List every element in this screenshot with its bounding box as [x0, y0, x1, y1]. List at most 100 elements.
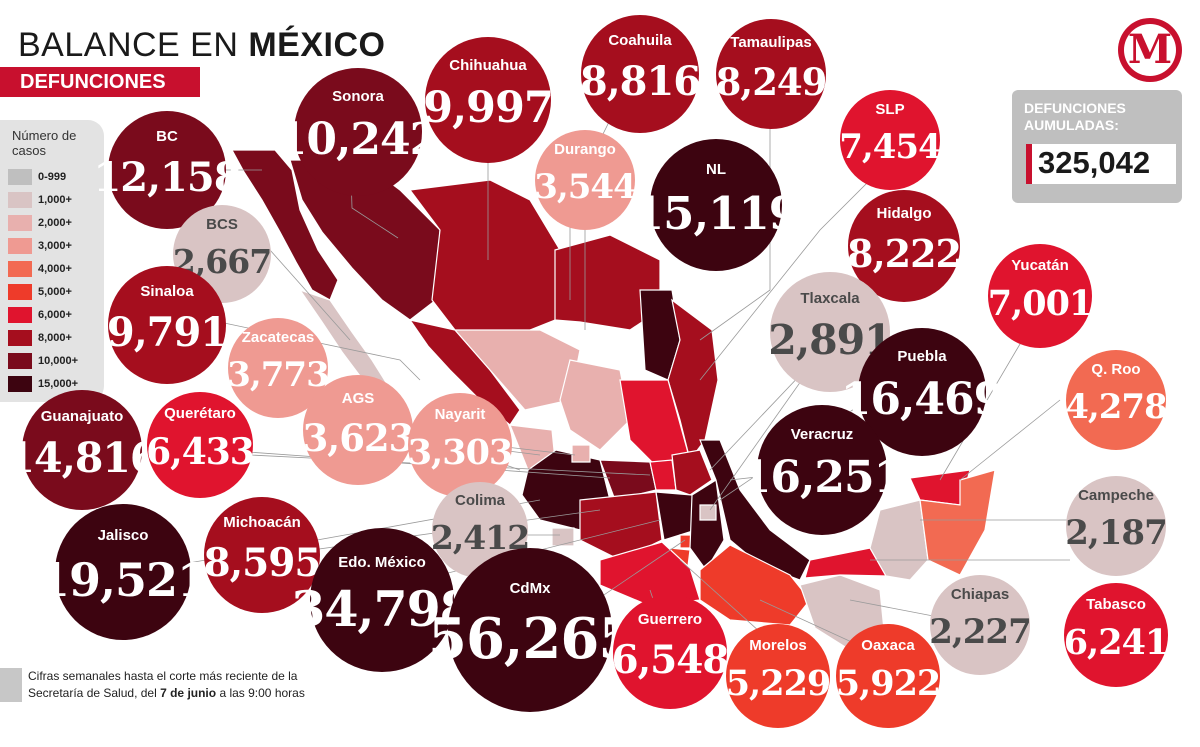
state-value: 16,251 — [740, 452, 904, 503]
state-name: Sonora — [332, 88, 384, 105]
legend-swatch — [8, 261, 32, 277]
state-name: NL — [706, 161, 726, 178]
state-value: 3,303 — [407, 432, 514, 473]
state-value: 6,548 — [611, 637, 729, 683]
page-subtitle: DEFUNCIONES — [0, 67, 200, 97]
state-name: Guanajuato — [40, 408, 124, 425]
map-colima — [551, 527, 575, 547]
state-value: 4,278 — [1065, 387, 1167, 427]
legend-label: 8,000+ — [38, 332, 72, 344]
legend-label: 6,000+ — [38, 309, 72, 321]
map-hidalgo — [671, 449, 713, 496]
legend: Número de casos 0-999 1,000+ 2,000+ 3,000+ 4… — [0, 120, 104, 402]
state-name: Zacatecas — [241, 329, 315, 346]
state-name: AGS — [341, 390, 375, 407]
page-title: BALANCE EN MÉXICO — [18, 26, 386, 64]
map-tabasco — [804, 547, 888, 579]
state-value: 2,187 — [1065, 513, 1167, 553]
state-name: Veracruz — [790, 426, 854, 443]
footnote-line2: Secretaría de Salud, del 7 de junio a la… — [28, 686, 305, 700]
legend-swatch — [8, 307, 32, 323]
legend-item: 5,000+ — [8, 283, 72, 301]
legend-swatch — [8, 215, 32, 231]
legend-label: 0-999 — [38, 171, 67, 183]
state-name: Colima — [454, 492, 505, 509]
state-bubble: Jalisco 19,521 — [38, 504, 209, 640]
legend-swatch — [8, 238, 32, 254]
state-bubble: Michoacán 8,595 — [203, 497, 322, 613]
state-name: Durango — [554, 141, 616, 158]
state-value: 34,798 — [291, 580, 474, 638]
map-veracruz — [699, 439, 811, 581]
legend-swatch — [8, 192, 32, 208]
legend-item: 10,000+ — [8, 352, 78, 370]
state-name: Hidalgo — [876, 205, 932, 222]
legend-item: 15,000+ — [8, 375, 78, 393]
state-value: 6,433 — [146, 431, 255, 473]
state-bubble: Hidalgo 8,222 — [847, 190, 962, 302]
legend-swatch — [8, 353, 32, 369]
state-name: Sinaloa — [140, 283, 194, 300]
legend-swatch — [8, 169, 32, 185]
total-deaths-box: DEFUNCIONES AUMULADAS: 325,042 — [1012, 90, 1182, 203]
legend-label: 3,000+ — [38, 240, 72, 252]
state-bubble: Querétaro 6,433 — [146, 392, 255, 498]
state-bubble: Sinaloa 9,791 — [107, 266, 228, 384]
state-name: Tamaulipas — [730, 34, 812, 51]
state-value: 12,158 — [93, 154, 241, 201]
state-bubble: Nayarit 3,303 — [408, 393, 513, 497]
brand-logo: M — [1118, 18, 1182, 82]
state-bubble: BC 12,158 — [93, 111, 242, 229]
state-value: 10,242 — [276, 114, 440, 165]
legend-item: 4,000+ — [8, 260, 72, 278]
state-name: Jalisco — [97, 527, 149, 544]
state-value: 7,001 — [987, 283, 1094, 324]
state-bubble: Tabasco 6,241 — [1064, 583, 1169, 687]
state-name: Querétaro — [164, 405, 236, 422]
legend-label: 10,000+ — [38, 355, 79, 367]
state-bubble: Chihuahua 9,997 — [423, 37, 554, 163]
state-value: 8,816 — [579, 58, 701, 105]
state-bubble: Guanajuato 14,816 — [7, 390, 158, 510]
state-value: 8,249 — [715, 60, 828, 104]
state-value: 2,227 — [929, 612, 1031, 652]
state-value: 5,229 — [725, 663, 832, 704]
state-bubble: Campeche 2,187 — [1065, 476, 1168, 576]
state-name: Guerrero — [637, 611, 703, 628]
total-deaths-value: 325,042 — [1038, 145, 1151, 180]
state-name: Q. Roo — [1091, 361, 1141, 378]
state-bubble: Morelos 5,229 — [726, 624, 831, 728]
state-value: 14,816 — [6, 434, 159, 482]
legend-swatch — [8, 376, 32, 392]
state-name: Chiapas — [950, 586, 1010, 603]
state-bubble: Veracruz 16,251 — [741, 405, 904, 535]
state-bubble: Coahuila 8,816 — [580, 15, 701, 133]
legend-swatch — [8, 330, 32, 346]
legend-label: 15,000+ — [38, 378, 79, 390]
legend-item: 1,000+ — [8, 191, 72, 209]
legend-label: 1,000+ — [38, 194, 72, 206]
map-ags — [571, 444, 591, 463]
legend-item: 0-999 — [8, 168, 66, 186]
logo-letter: M — [1124, 24, 1176, 76]
state-value: 6,241 — [1063, 622, 1170, 663]
state-value: 56,265 — [428, 606, 637, 672]
state-bubble: Edo. México 34,798 — [291, 528, 474, 672]
legend-item: 2,000+ — [8, 214, 72, 232]
state-name: Yucatán — [1011, 257, 1069, 274]
state-name: Tlaxcala — [800, 290, 860, 307]
state-bubble: Puebla 16,469 — [841, 328, 1004, 456]
map-zacatecas — [559, 359, 631, 451]
total-deaths-label: DEFUNCIONES AUMULADAS: — [1024, 100, 1126, 133]
state-value: 16,469 — [840, 374, 1004, 425]
state-name: Chihuahua — [449, 57, 527, 74]
state-bubble: AGS 3,623 — [303, 375, 414, 485]
state-bubble: CdMx 56,265 — [428, 548, 637, 712]
legend-item: 3,000+ — [8, 237, 72, 255]
legend-label: 2,000+ — [38, 217, 72, 229]
footnote-line1: Cifras semanales hasta el corte más reci… — [28, 669, 298, 683]
total-deaths-value-box: 325,042 — [1026, 144, 1176, 184]
state-name: Michoacán — [223, 514, 301, 531]
state-value: 9,791 — [106, 309, 228, 356]
